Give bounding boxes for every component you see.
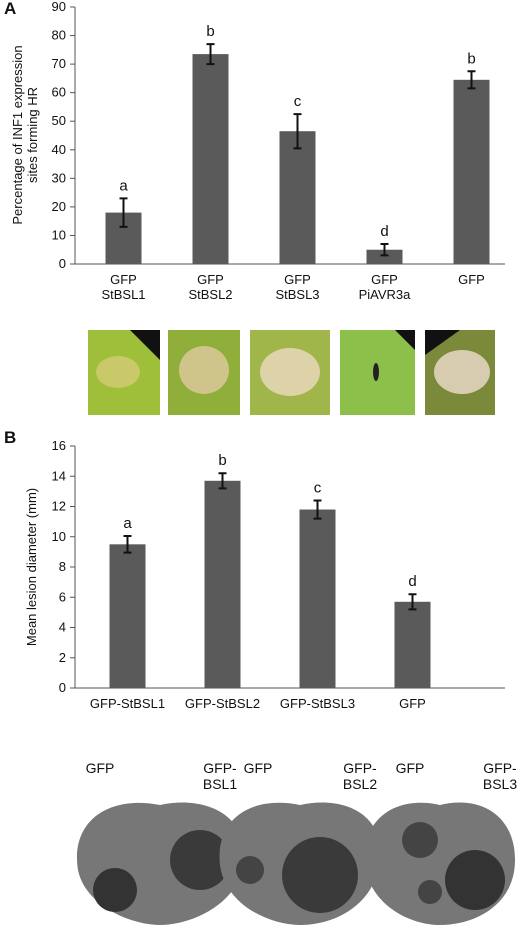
x-tick-label: GFP-StBSL3: [280, 696, 355, 711]
leaf-label: GFP-BSL3: [483, 760, 517, 792]
error-bar: [206, 43, 215, 66]
error-bar: [380, 243, 389, 257]
error-bar: [408, 593, 417, 611]
x-tick-label: GFP-StBSL1: [90, 696, 165, 711]
y-tick-label: 80: [52, 28, 66, 43]
bar: [204, 480, 241, 688]
error-bar: [313, 499, 322, 520]
y-tick-label: 14: [52, 468, 66, 483]
y-tick-label: 40: [52, 142, 66, 157]
x-tick-label: GFP PiAVR3a: [359, 272, 412, 302]
leaf-label: GFP: [244, 760, 273, 776]
error-bar: [467, 70, 476, 90]
bar: [453, 79, 490, 264]
y-tick-label: 6: [59, 589, 66, 604]
error-bar: [293, 113, 302, 150]
y-tick-label: 10: [52, 529, 66, 544]
leaf-label: GFP-BSL1: [203, 760, 237, 792]
bar: [299, 509, 336, 688]
x-tick-label: GFP StBSL2: [188, 272, 232, 302]
significance-letter: d: [408, 573, 416, 590]
y-tick-label: 20: [52, 199, 66, 214]
y-tick-label: 90: [52, 0, 66, 14]
y-tick-label: 50: [52, 113, 66, 128]
significance-letter: b: [467, 50, 475, 67]
significance-letter: c: [314, 479, 322, 496]
significance-letter: c: [294, 93, 302, 110]
leaf-photos: [76, 802, 515, 925]
leaf-label: GFP: [86, 760, 115, 776]
y-tick-label: 30: [52, 170, 66, 185]
y-axis-label: Mean lesion diameter (mm): [24, 488, 39, 646]
significance-letter: a: [119, 177, 128, 194]
error-bar: [218, 472, 227, 490]
x-tick-label: GFP StBSL1: [101, 272, 145, 302]
leaf-label: GFP: [396, 760, 425, 776]
x-tick-label: GFP-StBSL2: [185, 696, 260, 711]
significance-letter: b: [218, 452, 226, 469]
error-bar: [123, 534, 132, 554]
y-tick-label: 10: [52, 227, 66, 242]
y-tick-label: 8: [59, 559, 66, 574]
bar: [394, 601, 431, 688]
x-tick-label: GFP: [399, 696, 426, 711]
significance-letter: b: [206, 23, 214, 40]
y-tick-label: 2: [59, 650, 66, 665]
x-tick-label: GFP StBSL3: [275, 272, 319, 302]
leaf-label: GFP-BSL2: [343, 760, 377, 792]
x-tick-label: GFP: [458, 272, 485, 287]
y-tick-label: 12: [52, 499, 66, 514]
y-tick-label: 60: [52, 85, 66, 100]
y-tick-label: 16: [52, 438, 66, 453]
bar: [279, 131, 316, 264]
y-axis-label: Percentage of INF1 expressionsites formi…: [10, 45, 40, 224]
bar: [109, 544, 146, 688]
y-tick-label: 4: [59, 620, 66, 635]
significance-letter: d: [380, 223, 388, 240]
panel-label: B: [4, 428, 16, 447]
y-tick-label: 70: [52, 56, 66, 71]
y-tick-label: 0: [59, 256, 66, 271]
hr-photos: [88, 330, 495, 415]
bar: [366, 249, 403, 264]
significance-letter: a: [123, 515, 132, 532]
panel-label: A: [4, 0, 16, 18]
bar: [192, 54, 229, 264]
y-tick-label: 0: [59, 680, 66, 695]
error-bar: [119, 197, 128, 228]
